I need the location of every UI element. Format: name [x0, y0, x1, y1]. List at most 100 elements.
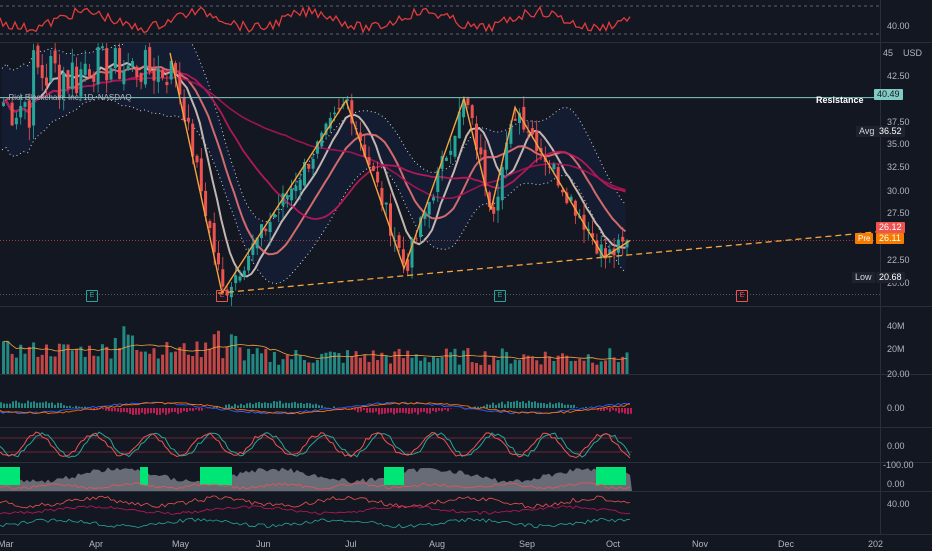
candle: [466, 97, 469, 109]
macd-histogram-bar: [321, 405, 323, 408]
macd-histogram-bar: [36, 403, 38, 408]
macd-histogram-bar: [384, 408, 386, 414]
macd-histogram-bar: [393, 408, 395, 414]
earnings-mark[interactable]: E: [86, 290, 98, 302]
volume-bar: [157, 359, 160, 374]
macd-histogram-bar: [585, 407, 587, 408]
volume-bar: [28, 347, 31, 374]
price-scale[interactable]: 45 USD 42.50 37.50 35.00 32.50 30.00 27.…: [880, 43, 932, 306]
macd-pane[interactable]: [0, 375, 880, 427]
macd-histogram-bar: [513, 402, 515, 408]
macd-histogram-bar: [624, 408, 626, 414]
volume-scale[interactable]: 40M 20M: [880, 307, 932, 374]
price-tick: 32.50: [887, 162, 910, 172]
volume-bar: [11, 354, 14, 374]
macd-histogram-bar: [153, 408, 155, 413]
earnings-mark[interactable]: E: [736, 290, 748, 302]
macd-histogram-bar: [312, 405, 314, 408]
avg-label: Avg: [856, 126, 877, 137]
volume-bar: [114, 338, 117, 374]
volume-bar: [411, 358, 414, 374]
low-price-tag: 20.68: [876, 272, 905, 283]
time-tick: Mar: [0, 539, 14, 549]
volume-bar: [312, 363, 315, 374]
bottom-oscillator-pane[interactable]: [0, 492, 880, 534]
top-oscillator-scale[interactable]: 40.00: [880, 0, 932, 42]
macd-histogram-bar: [246, 403, 248, 408]
time-tick: Aug: [429, 539, 445, 549]
volume-bar: [509, 364, 512, 374]
volume-bar: [277, 365, 280, 374]
volume-bar: [350, 356, 353, 374]
macd-histogram-bar: [354, 408, 356, 410]
time-axis[interactable]: Mar Apr May Jun Jul Aug Sep Oct Nov Dec …: [0, 534, 932, 551]
earnings-mark[interactable]: E: [216, 290, 228, 302]
volume-bar: [552, 361, 555, 374]
bottom-oscillator-plot: [0, 492, 880, 534]
macd-histogram-bar: [618, 408, 620, 413]
candle: [221, 257, 224, 291]
volume-bar: [221, 358, 224, 374]
volume-bar: [466, 348, 469, 374]
macd-histogram-bar: [411, 408, 413, 413]
bottom-oscillator-scale[interactable]: 40.00: [880, 492, 932, 534]
cci-pane[interactable]: [0, 463, 880, 491]
macd-histogram-bar: [543, 403, 545, 408]
macd-histogram-bar: [243, 405, 245, 408]
macd-histogram-bar: [477, 407, 479, 408]
volume-tick: 20M: [887, 344, 905, 354]
top-oscillator-pane[interactable]: [0, 0, 880, 42]
volume-bar: [423, 357, 426, 374]
macd-histogram-bar: [147, 408, 149, 414]
candle: [522, 96, 525, 132]
volume-bar: [565, 356, 568, 374]
macd-histogram-bar: [396, 408, 398, 413]
macd-histogram-bar: [612, 408, 614, 410]
volume-bar: [54, 356, 57, 374]
volume-bar: [19, 345, 22, 374]
price-pane[interactable]: , Riot Blockchain, Inc, 1D, NASDAQ Resis…: [0, 43, 880, 306]
volume-bar: [325, 353, 328, 374]
macd-histogram-bar: [39, 402, 41, 408]
candle: [118, 43, 121, 79]
squeeze-highlight: [200, 467, 232, 485]
macd-histogram-bar: [567, 405, 569, 408]
volume-pane[interactable]: [0, 307, 880, 374]
time-tick: Sep: [519, 539, 535, 549]
macd-histogram-bar: [558, 402, 560, 408]
macd-histogram-bar: [111, 408, 113, 411]
time-tick: Dec: [778, 539, 794, 549]
macd-histogram-bar: [123, 408, 125, 412]
macd-scale[interactable]: 20.00 0.00: [880, 375, 932, 427]
macd-histogram-bar: [171, 408, 173, 412]
cci-tick: -100.00: [883, 460, 914, 470]
macd-histogram-bar: [57, 403, 59, 408]
macd-histogram-bar: [360, 408, 362, 412]
macd-tick: 20.00: [887, 369, 910, 379]
macd-histogram-bar: [138, 408, 140, 415]
macd-histogram-bar: [525, 403, 527, 408]
candle: [445, 156, 448, 161]
macd-histogram-bar: [630, 408, 632, 414]
macd-histogram-bar: [177, 408, 179, 414]
macd-histogram-bar: [189, 408, 191, 411]
stochastic-scale[interactable]: 0.00: [880, 428, 932, 462]
cci-scale[interactable]: -100.00 0.00: [880, 463, 932, 491]
earnings-mark[interactable]: E: [494, 290, 506, 302]
candle: [217, 241, 220, 271]
macd-histogram-bar: [615, 408, 617, 411]
macd-histogram-bar: [537, 403, 539, 408]
stochastic-pane[interactable]: [0, 428, 880, 462]
macd-histogram-bar: [369, 408, 371, 413]
volume-bar: [217, 331, 220, 374]
macd-histogram-bar: [324, 407, 326, 408]
macd-histogram-bar: [33, 401, 35, 408]
macd-histogram-bar: [27, 401, 29, 408]
volume-bar: [71, 350, 74, 374]
price-tick: 45: [883, 48, 893, 58]
volume-bar: [514, 360, 517, 374]
macd-histogram-bar: [576, 407, 578, 408]
volume-bar: [144, 352, 147, 374]
volume-bar: [251, 354, 254, 374]
macd-histogram-bar: [42, 402, 44, 408]
